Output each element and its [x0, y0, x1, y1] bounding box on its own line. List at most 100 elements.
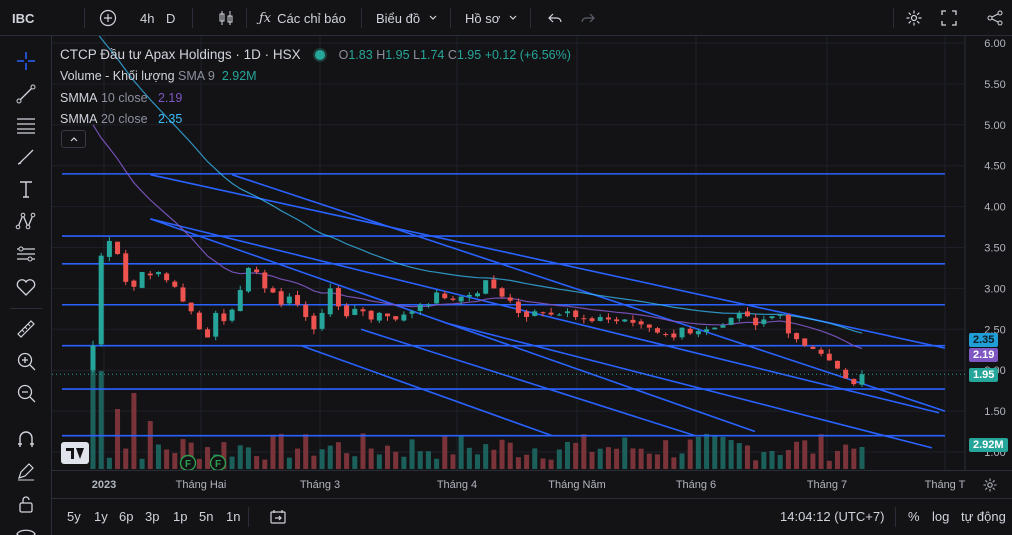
profile-menu-button[interactable]: Hồ sơ — [465, 0, 518, 36]
range-1p-button[interactable]: 1p — [173, 509, 188, 524]
symbol-search[interactable]: IBC — [12, 0, 34, 36]
volume-bar — [319, 449, 325, 469]
lock-tool[interactable] — [13, 491, 39, 517]
smma10-legend[interactable]: SMMA 10 close 2.19 — [60, 87, 571, 109]
price-tick-label: 4.50 — [984, 161, 1005, 173]
volume-bar — [834, 450, 840, 469]
hide-drawings-tool[interactable] — [13, 521, 39, 535]
candle-body — [491, 279, 497, 289]
interval-d-button[interactable]: D — [166, 0, 175, 36]
axis-settings-button[interactable] — [982, 477, 998, 496]
auto-scale-button[interactable]: tự động — [961, 509, 1006, 524]
candle-body — [753, 317, 759, 326]
chart-type-button[interactable] — [217, 0, 235, 36]
market-status-dot — [314, 49, 325, 60]
magnet-tool[interactable] — [13, 426, 39, 452]
volume-bar — [802, 440, 808, 469]
candle-body — [597, 317, 603, 321]
chart-menu-button[interactable]: Biểu đồ — [376, 0, 438, 36]
log-scale-button[interactable]: log — [932, 509, 950, 524]
text-tool[interactable] — [13, 176, 39, 202]
measure-tool[interactable] — [13, 316, 39, 342]
add-symbol-button[interactable] — [99, 0, 117, 36]
candle-body — [286, 296, 292, 304]
settings-button[interactable] — [905, 0, 923, 36]
share-button[interactable] — [986, 0, 1004, 36]
divider — [893, 8, 894, 28]
crosshair-tool[interactable] — [13, 48, 39, 74]
candle-body — [744, 311, 750, 317]
forecast-tool[interactable] — [13, 241, 39, 267]
volume-bar — [205, 447, 211, 469]
low-value: 1.74 — [420, 47, 445, 62]
range-1n-button[interactable]: 1n — [226, 509, 241, 524]
main-series-legend[interactable]: CTCP Đầu tư Apax Holdings · 1D · HSX O 1.… — [60, 44, 571, 66]
volume-bar — [155, 444, 161, 469]
price-tick-label: 3.00 — [984, 283, 1005, 295]
smma10-value: 2.19 — [157, 90, 183, 105]
time-axis[interactable]: 2023 Tháng Hai Tháng 3 Tháng 4 Tháng Năm… — [52, 470, 1012, 498]
profile-menu-label: Hồ sơ — [465, 10, 501, 26]
pattern-tool[interactable] — [13, 208, 39, 234]
time-label: Tháng Hai — [175, 479, 227, 491]
range-6p-button[interactable]: 6p — [119, 509, 134, 524]
volume-bar — [147, 421, 153, 469]
volume-bar — [540, 458, 546, 469]
forecast-icon — [17, 246, 35, 262]
indicators-button[interactable]: ƒx Các chỉ báo — [259, 0, 346, 36]
chart-pane[interactable]: 6.005.505.004.504.003.503.002.502.001.50… — [52, 36, 1012, 470]
smma20-legend[interactable]: SMMA 20 close 2.35 — [60, 109, 571, 131]
zoom-out-tool[interactable] — [13, 380, 39, 406]
volume-bar — [254, 456, 260, 469]
candle-body — [851, 378, 857, 385]
range-3p-button[interactable]: 3p — [145, 509, 160, 524]
drawing-mode-tool[interactable] — [13, 458, 39, 484]
fullscreen-button[interactable] — [941, 0, 957, 36]
undo-button[interactable] — [547, 0, 563, 36]
candle-body — [254, 269, 260, 273]
clock-display[interactable]: 14:04:12 (UTC+7) — [780, 509, 885, 524]
high-value: 1.95 — [385, 47, 410, 62]
volume-legend[interactable]: Volume - Khối lượng SMA 9 2.92M — [60, 66, 571, 88]
range-1y-button[interactable]: 1y — [94, 509, 108, 524]
percent-scale-button[interactable]: % — [908, 509, 920, 524]
volume-param: SMA 9 — [178, 69, 215, 84]
candle-body — [180, 287, 186, 302]
brush-tool[interactable] — [13, 144, 39, 170]
divider — [248, 507, 249, 527]
range-5n-button[interactable]: 5n — [199, 509, 214, 524]
fib-tool[interactable] — [13, 112, 39, 138]
volume-bar — [589, 451, 595, 469]
candle-body — [385, 313, 391, 317]
candle-body — [335, 287, 341, 307]
range-5y-button[interactable]: 5y — [67, 509, 81, 524]
low-label: L — [413, 47, 421, 62]
volume-bar — [368, 448, 374, 469]
zoom-in-tool[interactable] — [13, 348, 39, 374]
volume-bar — [229, 456, 235, 469]
redo-button[interactable] — [580, 0, 596, 36]
candle-body — [155, 272, 161, 275]
volume-bar — [172, 453, 178, 469]
candle-body — [736, 312, 742, 319]
magnet-icon — [18, 431, 34, 447]
volume-bar — [515, 457, 521, 469]
interval-d-label: D — [166, 10, 176, 26]
heart-icon — [16, 279, 36, 296]
volume-bar — [843, 444, 849, 469]
volume-bar — [286, 457, 292, 469]
tradingview-logo-mark — [66, 448, 84, 459]
goto-date-button[interactable] — [269, 508, 287, 529]
divider — [84, 8, 85, 28]
candle-body — [475, 293, 480, 297]
chevron-up-icon — [70, 137, 77, 142]
price-chart[interactable]: 6.005.505.004.504.003.503.002.502.001.50… — [52, 36, 1012, 470]
volume-bar — [605, 447, 611, 469]
interval-button[interactable]: 4h — [140, 0, 154, 36]
candle-body — [630, 319, 636, 323]
trendline-tool[interactable] — [13, 81, 39, 107]
volume-bar — [728, 440, 734, 469]
favorites-tool[interactable] — [13, 274, 39, 300]
collapse-legend-button[interactable] — [61, 130, 86, 148]
volume-bar — [458, 436, 464, 469]
